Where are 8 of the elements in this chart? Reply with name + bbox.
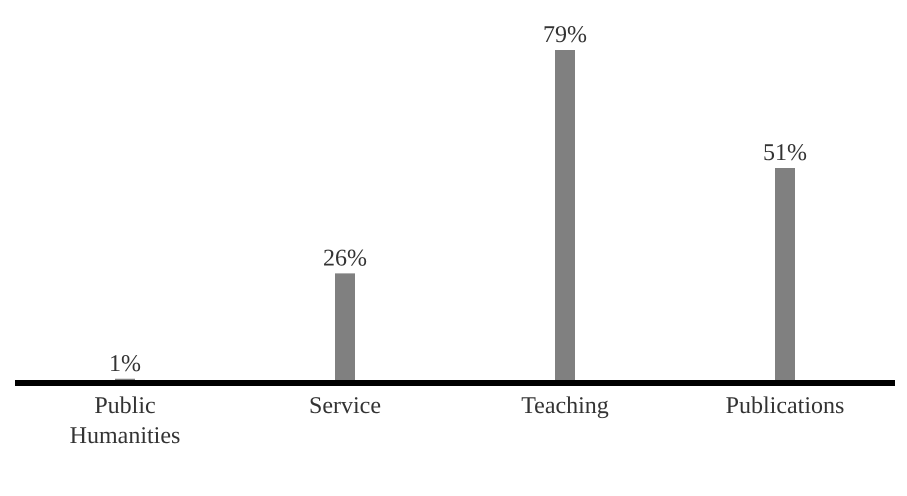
- x-tick-label: Publications: [726, 393, 844, 419]
- data-label: 1%: [109, 350, 141, 377]
- x-tick-label: Teaching: [521, 393, 609, 419]
- x-tick-label: Service: [309, 393, 381, 419]
- data-label: 79%: [543, 22, 587, 48]
- data-label: 51%: [763, 140, 807, 166]
- data-label: 26%: [323, 245, 367, 272]
- x-tick-label: Public Humanities: [70, 393, 180, 449]
